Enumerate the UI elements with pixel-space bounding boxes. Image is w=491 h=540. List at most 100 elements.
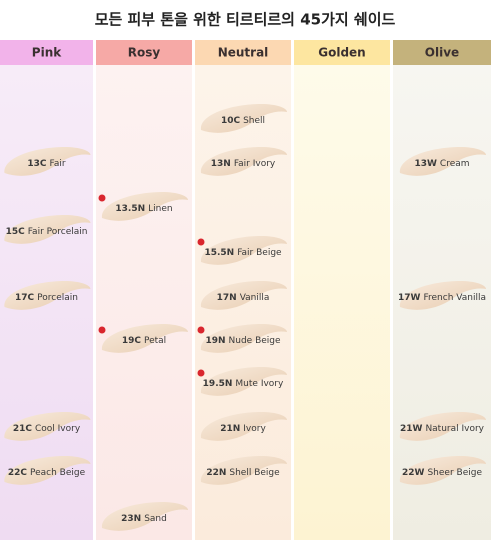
swatch bbox=[399, 456, 486, 485]
swatch bbox=[200, 324, 287, 353]
shade-label: 13.5N Linen bbox=[115, 204, 172, 214]
swatch bbox=[200, 147, 287, 176]
swatch bbox=[399, 281, 486, 310]
column-header: Pink bbox=[32, 46, 62, 60]
shade-label: 15.5N Fair Beige bbox=[204, 248, 282, 258]
shade-name: Shell Beige bbox=[229, 468, 280, 478]
shade-label: 17C Porcelain bbox=[15, 293, 78, 303]
shade-code: 17W bbox=[398, 293, 421, 303]
column-header: Olive bbox=[425, 46, 459, 60]
title: 모든 피부 톤을 위한 티르티르의 45가지 쉐이드 bbox=[95, 11, 396, 29]
shade: 17N Vanilla bbox=[200, 281, 287, 310]
shade-code: 19.5N bbox=[203, 379, 233, 389]
shade-name: Fair Porcelain bbox=[28, 227, 88, 237]
shade-code: 17N bbox=[217, 293, 237, 303]
shade-name: French Vanilla bbox=[423, 293, 485, 303]
new-dot bbox=[197, 369, 205, 377]
shade-code: 23N bbox=[121, 514, 141, 524]
column-header: Neutral bbox=[218, 46, 269, 60]
shade-name: Petal bbox=[144, 336, 166, 346]
shade-name: Peach Beige bbox=[30, 468, 86, 478]
shade-label: 22N Shell Beige bbox=[206, 468, 280, 478]
column-header-bg bbox=[195, 40, 291, 65]
shade-label: 19N Nude Beige bbox=[205, 336, 281, 346]
shade-name: Vanilla bbox=[240, 293, 270, 303]
swatch bbox=[200, 104, 287, 133]
shade: 10C Shell bbox=[200, 104, 287, 133]
swatch bbox=[200, 236, 287, 265]
shade: 19N Nude Beige bbox=[197, 324, 287, 353]
column-header: Golden bbox=[318, 46, 365, 60]
shade: 21N Ivory bbox=[200, 412, 287, 441]
shade-label: 23N Sand bbox=[121, 514, 167, 524]
shade-name: Fair Ivory bbox=[234, 159, 276, 169]
shade-label: 17W French Vanilla bbox=[398, 293, 486, 303]
shade-label: 15C Fair Porcelain bbox=[6, 227, 88, 237]
column-header-bg bbox=[0, 40, 93, 65]
shade: 13.5N Linen bbox=[98, 192, 189, 221]
swatch bbox=[200, 456, 287, 485]
shade-code: 15C bbox=[6, 227, 26, 237]
shade-label: 13C Fair bbox=[27, 159, 66, 169]
shade: 13W Cream bbox=[399, 147, 486, 176]
shade: 23N Sand bbox=[101, 502, 189, 531]
shade-name: Porcelain bbox=[37, 293, 78, 303]
column-bg bbox=[294, 64, 390, 540]
shade-label: 10C Shell bbox=[221, 116, 265, 126]
shade: 21W Natural Ivory bbox=[399, 412, 486, 441]
shade: 22C Peach Beige bbox=[4, 456, 91, 485]
new-dot bbox=[197, 326, 205, 334]
shade-code: 19C bbox=[122, 336, 142, 346]
shade: 15.5N Fair Beige bbox=[197, 236, 287, 265]
new-dot bbox=[98, 194, 106, 202]
shade-code: 22N bbox=[206, 468, 226, 478]
swatch bbox=[200, 281, 287, 310]
shade-code: 22C bbox=[8, 468, 28, 478]
shade-code: 21C bbox=[13, 424, 33, 434]
shade-label: 19.5N Mute Ivory bbox=[203, 379, 284, 389]
shade-name: Sheer Beige bbox=[427, 468, 482, 478]
shade: 17W French Vanilla bbox=[398, 281, 486, 310]
shade-label: 19C Petal bbox=[122, 336, 166, 346]
shade-name: Mute Ivory bbox=[235, 379, 284, 389]
shade-label: 21C Cool Ivory bbox=[13, 424, 81, 434]
swatch bbox=[200, 367, 287, 396]
shade: 21C Cool Ivory bbox=[4, 412, 91, 441]
shade-label: 13W Cream bbox=[414, 159, 469, 169]
new-dot bbox=[197, 238, 205, 246]
shade-name: Cream bbox=[440, 159, 470, 169]
swatch bbox=[4, 215, 91, 244]
shade-label: 21N Ivory bbox=[220, 424, 266, 434]
swatch bbox=[4, 412, 91, 441]
shade: 13N Fair Ivory bbox=[200, 147, 287, 176]
swatch bbox=[101, 324, 189, 353]
shade-label: 22W Sheer Beige bbox=[402, 468, 482, 478]
swatch bbox=[200, 412, 287, 441]
shade-name: Fair bbox=[50, 159, 66, 169]
swatch bbox=[4, 456, 91, 485]
swatch bbox=[399, 412, 486, 441]
swatch bbox=[4, 147, 91, 176]
shade: 15C Fair Porcelain bbox=[4, 215, 91, 244]
swatch bbox=[101, 192, 189, 221]
column-bg bbox=[96, 64, 192, 540]
shade-name: Fair Beige bbox=[237, 248, 282, 258]
shade-label: 21W Natural Ivory bbox=[400, 424, 485, 434]
shade-code: 10C bbox=[221, 116, 241, 126]
column-header-bg bbox=[96, 40, 192, 65]
shade-label: 22C Peach Beige bbox=[8, 468, 86, 478]
swatch bbox=[4, 281, 91, 310]
shade: 22N Shell Beige bbox=[200, 456, 287, 485]
swatch bbox=[399, 147, 486, 176]
column-header-bg bbox=[393, 40, 491, 65]
shade: 22W Sheer Beige bbox=[399, 456, 486, 485]
shade-code: 13W bbox=[414, 159, 437, 169]
shade-name: Ivory bbox=[243, 424, 266, 434]
shade-code: 17C bbox=[15, 293, 35, 303]
shade: 17C Porcelain bbox=[4, 281, 91, 310]
shade-code: 13N bbox=[211, 159, 231, 169]
shade-name: Linen bbox=[148, 204, 172, 214]
swatch bbox=[101, 502, 189, 531]
column-header-bg bbox=[294, 40, 390, 65]
